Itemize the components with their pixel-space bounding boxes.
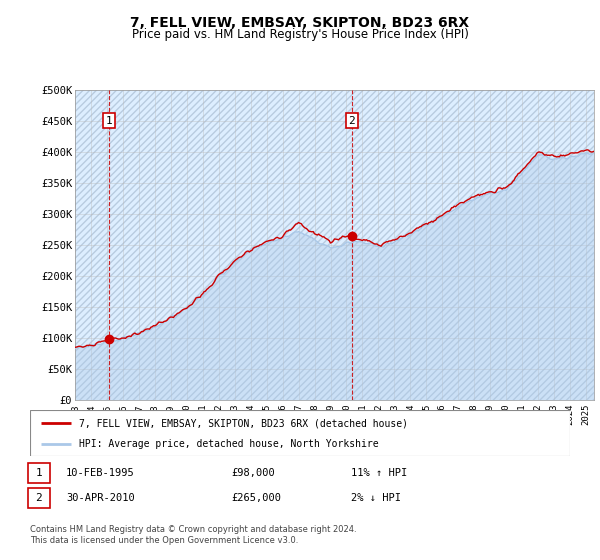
- Text: £98,000: £98,000: [231, 468, 275, 478]
- Text: Price paid vs. HM Land Registry's House Price Index (HPI): Price paid vs. HM Land Registry's House …: [131, 28, 469, 41]
- Text: £265,000: £265,000: [231, 493, 281, 503]
- Text: 10-FEB-1995: 10-FEB-1995: [66, 468, 135, 478]
- Text: 1: 1: [106, 116, 112, 125]
- Text: HPI: Average price, detached house, North Yorkshire: HPI: Average price, detached house, Nort…: [79, 438, 378, 449]
- FancyBboxPatch shape: [30, 410, 570, 456]
- Text: 2% ↓ HPI: 2% ↓ HPI: [351, 493, 401, 503]
- Text: 7, FELL VIEW, EMBSAY, SKIPTON, BD23 6RX (detached house): 7, FELL VIEW, EMBSAY, SKIPTON, BD23 6RX …: [79, 418, 407, 428]
- Text: 2: 2: [35, 493, 43, 503]
- Text: 7, FELL VIEW, EMBSAY, SKIPTON, BD23 6RX: 7, FELL VIEW, EMBSAY, SKIPTON, BD23 6RX: [130, 16, 470, 30]
- Text: 11% ↑ HPI: 11% ↑ HPI: [351, 468, 407, 478]
- FancyBboxPatch shape: [28, 488, 50, 508]
- FancyBboxPatch shape: [28, 463, 50, 483]
- Text: 2: 2: [349, 116, 355, 125]
- Text: 1: 1: [35, 468, 43, 478]
- Text: Contains HM Land Registry data © Crown copyright and database right 2024.
This d: Contains HM Land Registry data © Crown c…: [30, 525, 356, 545]
- Text: 30-APR-2010: 30-APR-2010: [66, 493, 135, 503]
